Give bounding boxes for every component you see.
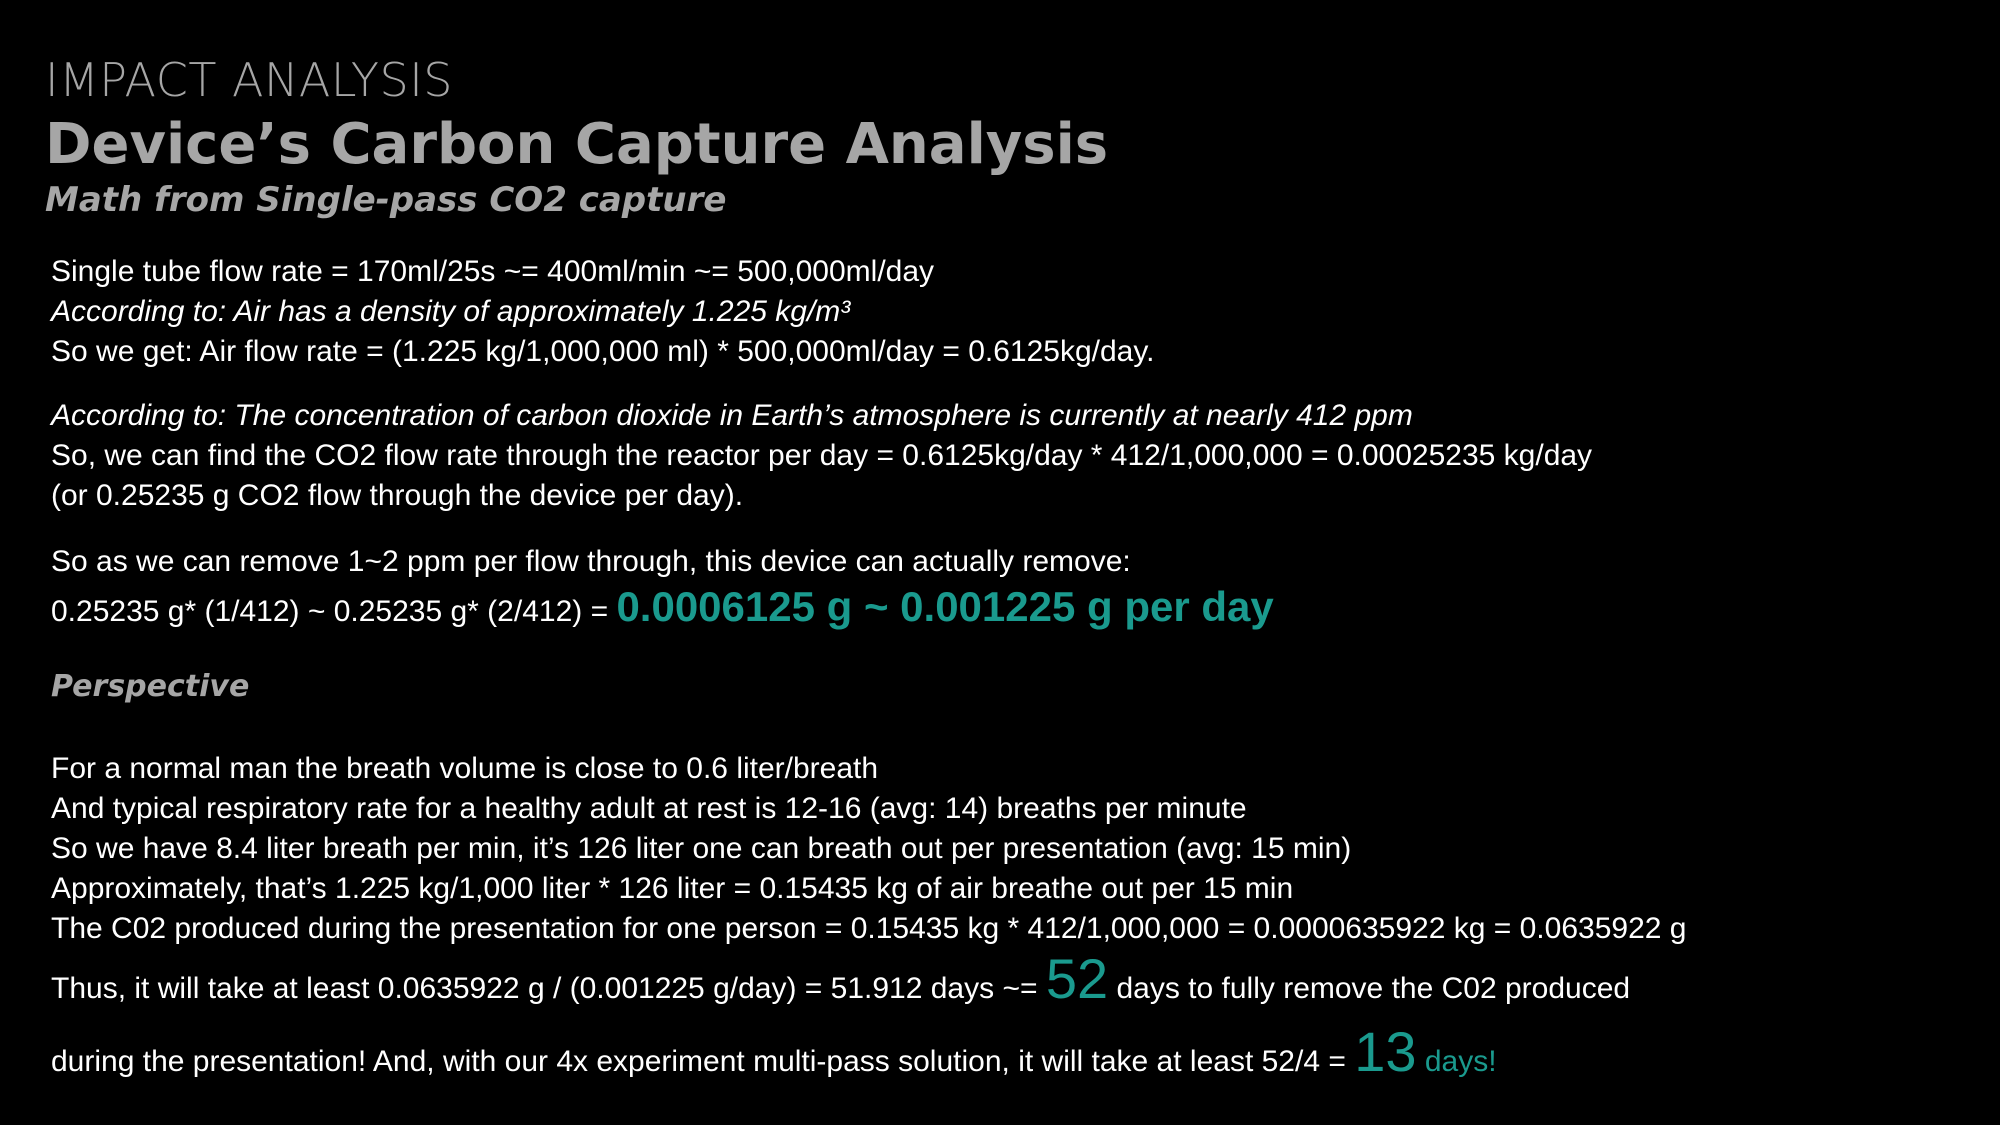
flow-rate-line: Single tube flow rate = 170ml/25s ~= 400…	[51, 255, 935, 288]
page-subtitle: Math from Single-pass CO2 capture	[45, 180, 727, 220]
co2-flow-line: So, we can find the CO2 flow rate throug…	[51, 439, 1593, 472]
days-single-pass: 52	[1045, 947, 1109, 1010]
multipass-formula: during the presentation! And, with our 4…	[51, 1045, 1355, 1078]
removal-intro-line: So as we can remove 1~2 ppm per flow thr…	[51, 545, 1131, 578]
spacer	[51, 372, 1971, 396]
body-content: Single tube flow rate = 170ml/25s ~= 400…	[51, 252, 1971, 1095]
co2-concentration-line: According to: The concentration of carbo…	[51, 399, 1413, 432]
air-density-line: According to: Air has a density of appro…	[51, 295, 851, 328]
removal-formula: 0.25235 g* (1/412) ~ 0.25235 g* (2/412) …	[51, 595, 617, 628]
air-flow-line: So we get: Air flow rate = (1.225 kg/1,0…	[51, 335, 1155, 368]
removal-result-value: 0.0006125 g ~ 0.001225 g per day	[616, 583, 1274, 630]
conclusion-line-1: Thus, it will take at least 0.0635922 g …	[51, 949, 1971, 1022]
section-label: IMPACT ANALYSIS	[45, 53, 453, 107]
respiratory-rate-line: And typical respiratory rate for a healt…	[51, 792, 1247, 825]
conclusion-line-2: during the presentation! And, with our 4…	[51, 1022, 1971, 1095]
breath-volume-line: For a normal man the breath volume is cl…	[51, 752, 879, 785]
days-label: days!	[1416, 1045, 1497, 1078]
spacer	[51, 707, 1971, 749]
conclusion-formula: Thus, it will take at least 0.0635922 g …	[51, 972, 1046, 1005]
perspective-heading: Perspective	[51, 669, 250, 704]
page-title: Device’s Carbon Capture Analysis	[45, 112, 1109, 177]
spacer	[51, 516, 1971, 542]
conclusion-suffix: days to fully remove the C02 produced	[1108, 972, 1631, 1005]
header: IMPACT ANALYSIS Device’s Carbon Capture …	[45, 48, 1108, 222]
breath-per-presentation-line: So we have 8.4 liter breath per min, it’…	[51, 832, 1352, 865]
air-mass-line: Approximately, that’s 1.225 kg/1,000 lit…	[51, 872, 1294, 905]
days-multi-pass: 13	[1354, 1020, 1417, 1083]
removal-result-line: 0.25235 g* (1/412) ~ 0.25235 g* (2/412) …	[51, 582, 1971, 637]
co2-produced-line: The C02 produced during the presentation…	[51, 912, 1687, 945]
co2-flow-grams-line: (or 0.25235 g CO2 flow through the devic…	[51, 479, 744, 512]
